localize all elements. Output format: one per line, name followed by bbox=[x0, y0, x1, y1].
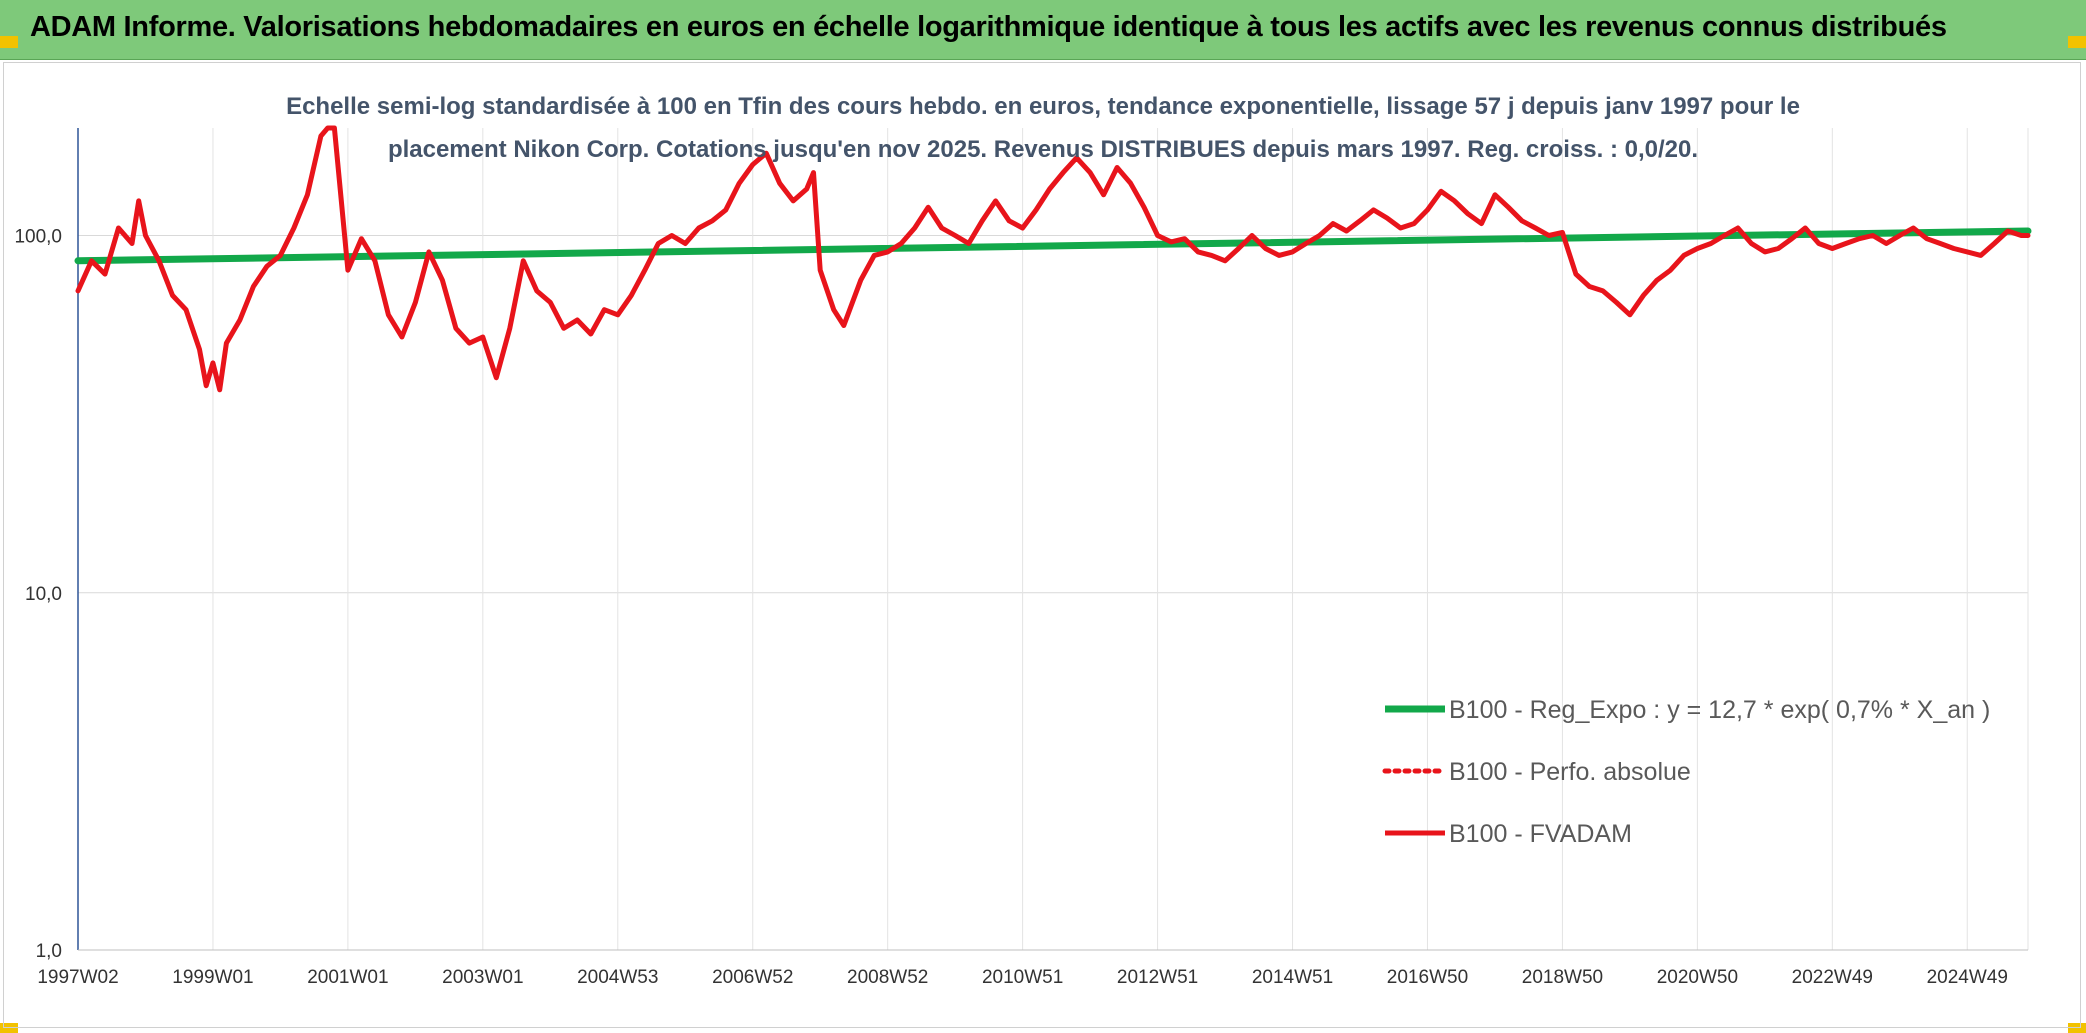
corner-accent-right bbox=[2068, 36, 2086, 48]
legend-label: B100 - FVADAM bbox=[1449, 820, 1632, 848]
x-tick-label: 2018W50 bbox=[1522, 967, 1603, 988]
chart-title-line: placement Nikon Corp. Cotations jusqu'en… bbox=[388, 136, 1698, 163]
x-tick-label: 2022W49 bbox=[1792, 967, 1873, 988]
legend-label: B100 - Reg_Expo : y = 12,7 * exp( 0,7% *… bbox=[1449, 696, 1990, 724]
x-tick-label: 2006W52 bbox=[712, 967, 793, 988]
banner-title: ADAM Informe. Valorisations hebdomadaire… bbox=[30, 11, 1947, 43]
corner-accent-bottom-right bbox=[2068, 1023, 2086, 1033]
y-tick-label: 1,0 bbox=[36, 941, 62, 962]
fvadam-line-series bbox=[75, 125, 2031, 393]
corner-accent-left bbox=[0, 36, 18, 48]
title-banner: ADAM Informe. Valorisations hebdomadaire… bbox=[0, 0, 2086, 60]
x-tick-label: 2024W49 bbox=[1927, 967, 2008, 988]
x-tick-label: 2014W51 bbox=[1252, 967, 1333, 988]
x-tick-label: 1999W01 bbox=[172, 967, 253, 988]
x-tick-label: 2001W01 bbox=[307, 967, 388, 988]
x-tick-label: 2004W53 bbox=[577, 967, 658, 988]
x-tick-label: 2016W50 bbox=[1387, 967, 1468, 988]
x-tick-label: 2010W51 bbox=[982, 967, 1063, 988]
x-tick-label: 2012W51 bbox=[1117, 967, 1198, 988]
chart-title-line: Echelle semi-log standardisée à 100 en T… bbox=[286, 93, 1800, 120]
y-tick-label: 10,0 bbox=[25, 584, 62, 605]
legend-label: B100 - Perfo. absolue bbox=[1449, 758, 1691, 786]
x-tick-label: 2020W50 bbox=[1657, 967, 1738, 988]
x-tick-label: 2003W01 bbox=[442, 967, 523, 988]
x-tick-label: 2008W52 bbox=[847, 967, 928, 988]
trend-line-series bbox=[74, 227, 2032, 265]
chart-frame bbox=[3, 62, 2081, 1028]
corner-accent-bottom-left bbox=[0, 1023, 18, 1033]
x-tick-label: 1997W02 bbox=[37, 967, 118, 988]
y-tick-label: 100,0 bbox=[14, 227, 62, 248]
